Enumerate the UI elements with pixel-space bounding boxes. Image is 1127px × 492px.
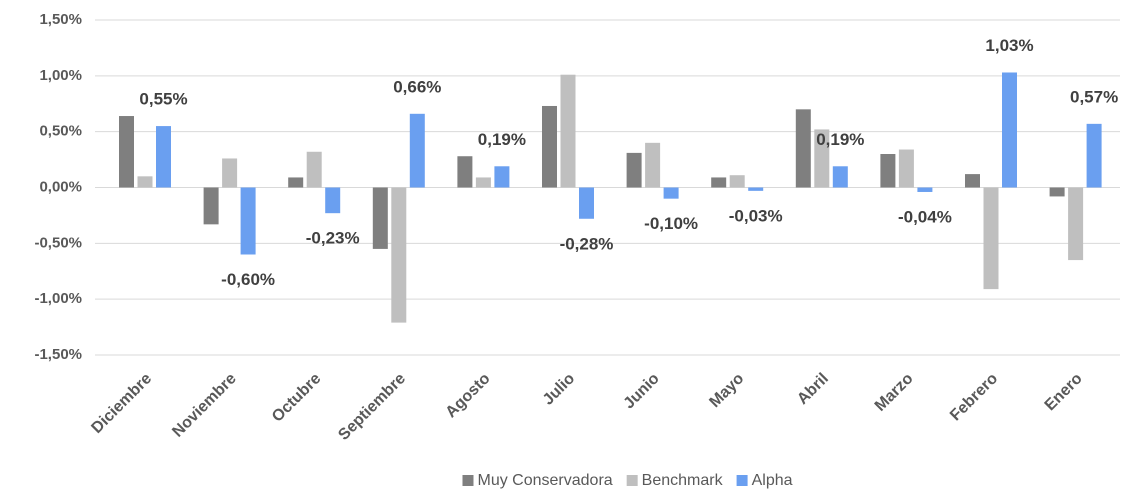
bar [917, 187, 933, 192]
bar [832, 166, 848, 188]
bar [1068, 187, 1084, 261]
x-tick-label: Junio [621, 370, 663, 412]
bar [391, 187, 407, 323]
bar [137, 176, 153, 188]
data-label: -0,60% [221, 270, 275, 289]
data-label: 0,57% [1070, 87, 1118, 106]
x-tick-label: Octubre [269, 370, 324, 425]
y-tick-label: -1,00% [34, 290, 82, 307]
legend-swatch [626, 475, 638, 486]
legend: Muy Conservadora Benchmark Alpha [462, 472, 793, 489]
legend-swatch [736, 475, 748, 486]
bar [475, 177, 491, 188]
x-tick-label: Septiembre [335, 370, 409, 444]
y-tick-label: 1,50% [39, 11, 82, 28]
bar [119, 116, 134, 188]
y-tick-label: 0,50% [39, 123, 82, 140]
x-tick-label: Diciembre [88, 370, 155, 437]
bar [409, 113, 425, 188]
bar [645, 142, 661, 188]
data-label: 0,66% [393, 77, 441, 96]
bar [325, 187, 341, 214]
bar [288, 177, 304, 188]
data-label: 0,55% [139, 90, 187, 109]
x-tick-label: Abril [794, 370, 832, 408]
data-label: -0,28% [560, 234, 614, 253]
bar [1002, 72, 1017, 188]
bar [729, 175, 745, 188]
x-tick-label: Enero [1042, 370, 1086, 414]
data-label: -0,23% [306, 229, 360, 248]
data-label: -0,10% [644, 214, 698, 233]
bar [542, 105, 557, 188]
bar [457, 156, 473, 188]
bar [880, 154, 896, 188]
data-label: -0,03% [729, 206, 783, 225]
legend-label: Benchmark [642, 472, 724, 489]
bar [663, 187, 679, 199]
bar [1049, 187, 1065, 197]
bar [898, 149, 914, 188]
x-tick-label: Mayo [706, 370, 747, 411]
bar [626, 152, 642, 188]
bar [711, 177, 727, 188]
data-label: 0,19% [478, 130, 526, 149]
legend-swatch [462, 475, 474, 486]
bar [983, 187, 999, 290]
bar [579, 187, 594, 219]
x-tick-label: Noviembre [169, 370, 240, 441]
bar [240, 187, 256, 255]
bar [203, 187, 219, 225]
y-tick-label: -1,50% [34, 346, 82, 363]
bar [1086, 123, 1102, 188]
bar [814, 129, 830, 188]
y-tick-label: 1,00% [39, 67, 82, 84]
bar [306, 151, 322, 188]
y-tick-label: -0,50% [34, 234, 82, 251]
bar [372, 187, 388, 249]
data-label: -0,04% [898, 207, 952, 226]
bar [156, 126, 171, 188]
legend-label: Muy Conservadora [477, 472, 612, 489]
x-tick-label: Marzo [872, 370, 917, 415]
x-tick-label: Julio [540, 370, 579, 409]
bar [560, 74, 576, 188]
x-tick-label: Agosto [443, 370, 494, 421]
data-label: 0,19% [816, 130, 864, 149]
x-tick-label: Febrero [947, 370, 1001, 424]
bar [748, 187, 764, 191]
bar [222, 158, 238, 188]
bar [494, 166, 510, 188]
y-tick-label: 0,00% [39, 178, 82, 195]
bar [965, 174, 980, 188]
legend-label: Alpha [752, 472, 793, 489]
bar [795, 109, 811, 188]
data-label: 1,03% [985, 36, 1033, 55]
